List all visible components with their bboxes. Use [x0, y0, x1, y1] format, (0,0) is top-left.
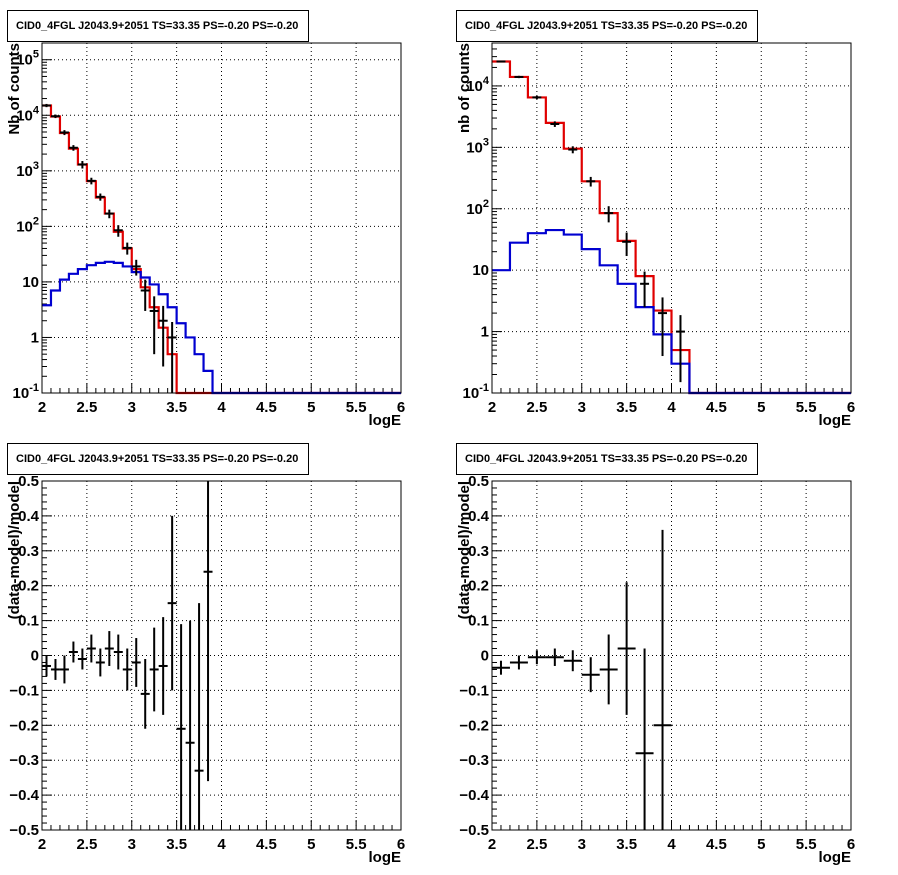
y-tick-label: 1	[481, 324, 489, 341]
y-tick-label: −0.2	[9, 717, 39, 734]
chart-title: CID0_4FGL J2043.9+2051 TS=33.35 PS=-0.20…	[456, 10, 759, 42]
y-tick-label: 0.4	[18, 508, 40, 525]
x-tick-label: 2.5	[526, 836, 547, 853]
plot-frame	[41, 42, 402, 394]
y-tick-label: 0.4	[468, 508, 490, 525]
y-tick-label: −0.4	[459, 787, 489, 804]
chart-panel-2: 2 2.5 3 3.5 4 4.5 5 5.5 6 10-1 1 10 102 103 104 logE nb …	[456, 42, 855, 429]
y-tick-label: 0.3	[468, 543, 489, 560]
x-axis-label: logE	[369, 849, 402, 866]
y-tick-label: 105	[16, 49, 39, 69]
x-tick-label: 2.5	[76, 399, 97, 416]
x-tick-label: 6	[397, 399, 405, 416]
x-tick-label: 3	[578, 399, 586, 416]
chart-title: CID0_4FGL J2043.9+2051 TS=33.35 PS=-0.20…	[456, 443, 759, 475]
x-tick-label: 4	[667, 836, 676, 853]
y-tick-label: 0	[481, 648, 489, 665]
y-tick-label: 104	[466, 75, 490, 95]
x-tick-label: 2	[38, 399, 46, 416]
x-tick-label: 3	[578, 836, 586, 853]
x-tick-label: 5	[757, 399, 765, 416]
x-tick-label: 2	[488, 399, 496, 416]
chart-panel-4: 2 2.5 3 3.5 4 4.5 5 5.5 6 −0.5 −0.4 −0.3 −0.2 −0.1 0 0.…	[456, 473, 855, 866]
x-tick-label: 4	[217, 836, 226, 853]
x-tick-label: 5	[757, 836, 765, 853]
x-tick-label: 3.5	[166, 399, 187, 416]
y-tick-label: 0.3	[18, 543, 39, 560]
x-tick-label: 2.5	[76, 836, 97, 853]
x-tick-label: 5	[307, 836, 315, 853]
y-tick-label: −0.4	[9, 787, 39, 804]
y-tick-label: 103	[16, 160, 39, 180]
x-tick-label: 2	[488, 836, 496, 853]
y-tick-label: −0.1	[9, 682, 39, 699]
series-line-1	[42, 104, 401, 395]
y-tick-label: 103	[466, 136, 489, 156]
x-tick-label: 5	[307, 399, 315, 416]
x-tick-label: 5.5	[796, 836, 817, 853]
y-tick-label: 0	[31, 648, 39, 665]
chart-panel-3: 2 2.5 3 3.5 4 4.5 5 5.5 6 −0.5 −0.4 −0.3 −0.2 −0.1 0 0.…	[6, 473, 405, 866]
chart-title: CID0_4FGL J2043.9+2051 TS=33.35 PS=-0.20…	[7, 443, 310, 475]
x-tick-label: 4.5	[706, 399, 727, 416]
y-tick-label: 0.2	[18, 578, 39, 595]
plot-frame	[41, 480, 402, 831]
x-tick-label: 3	[128, 836, 136, 853]
x-tick-label: 6	[397, 836, 405, 853]
y-tick-label: 104	[16, 104, 40, 124]
x-tick-label: 2	[38, 836, 46, 853]
x-tick-label: 4.5	[256, 836, 277, 853]
y-tick-label: −0.5	[9, 822, 39, 839]
x-axis-label: logE	[369, 412, 402, 429]
y-tick-label: −0.5	[459, 822, 489, 839]
y-axis-label: (data-model)/model	[6, 481, 23, 619]
x-tick-label: 5.5	[346, 836, 367, 853]
chart-panel-1: 2 2.5 3 3.5 4 4.5 5 5.5 6 10-1 1 10 102 103 104 105 logE…	[6, 42, 405, 429]
x-tick-label: 4	[667, 399, 676, 416]
x-axis-label: logE	[819, 412, 852, 429]
y-tick-label: 0.2	[468, 578, 489, 595]
x-tick-label: 3	[128, 399, 136, 416]
x-tick-label: 6	[847, 836, 855, 853]
x-tick-label: 3.5	[616, 399, 637, 416]
y-tick-label: 102	[466, 198, 489, 218]
y-tick-label: 10	[22, 274, 39, 291]
y-tick-label: 1	[31, 329, 39, 346]
y-axis-label: (data-model)/model	[456, 481, 473, 619]
x-tick-label: 4	[217, 399, 226, 416]
y-tick-label: −0.3	[9, 752, 39, 769]
y-tick-label: −0.3	[459, 752, 489, 769]
x-tick-label: 3.5	[616, 836, 637, 853]
chart-title: CID0_4FGL J2043.9+2051 TS=33.35 PS=-0.20…	[7, 10, 310, 42]
plot-frame	[491, 42, 852, 394]
x-tick-label: 6	[847, 399, 855, 416]
y-tick-label: −0.1	[459, 682, 489, 699]
y-tick-label: 102	[16, 215, 39, 235]
y-tick-label: 10	[472, 262, 489, 279]
y-axis-label: Nb of counts	[6, 43, 23, 135]
x-tick-label: 5.5	[346, 399, 367, 416]
y-tick-label: 0.5	[18, 473, 39, 490]
x-tick-label: 2.5	[526, 399, 547, 416]
y-axis-label: nb of counts	[456, 43, 473, 133]
x-axis-label: logE	[819, 849, 852, 866]
y-tick-label: 0.5	[468, 473, 489, 490]
y-tick-label: 10-1	[463, 382, 489, 402]
x-tick-label: 3.5	[166, 836, 187, 853]
y-tick-label: 0.1	[468, 613, 489, 630]
x-tick-label: 4.5	[256, 399, 277, 416]
y-tick-label: −0.2	[459, 717, 489, 734]
x-tick-label: 5.5	[796, 399, 817, 416]
plot-frame	[491, 480, 852, 831]
y-tick-label: 0.1	[18, 613, 39, 630]
x-tick-label: 4.5	[706, 836, 727, 853]
y-tick-label: 10-1	[13, 382, 39, 402]
